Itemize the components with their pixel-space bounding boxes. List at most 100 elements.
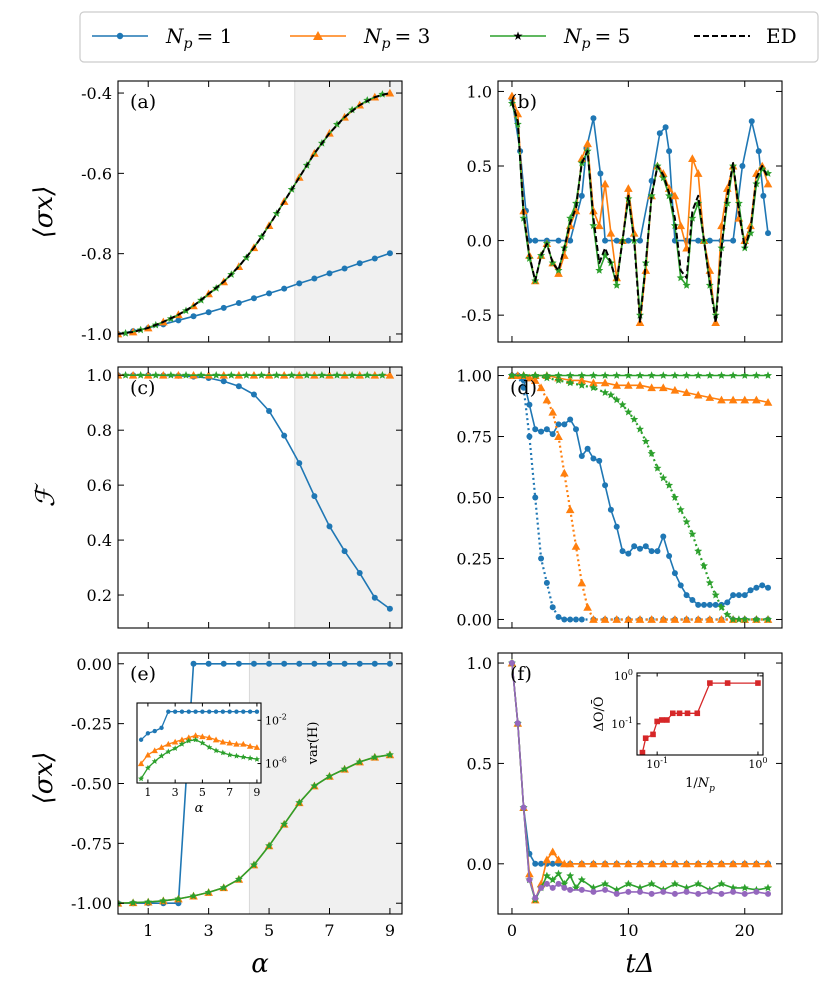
point-d-3-14: [589, 615, 598, 623]
point-e-2-18: [385, 750, 394, 759]
point-e_inset-0-3: [159, 725, 164, 731]
ytick-label-e_inset-0: 10-6: [265, 756, 287, 771]
point-b-0-19: [666, 148, 673, 155]
point-d-0-7: [549, 431, 556, 438]
point-f-3-14: [613, 890, 620, 897]
point-b-0-17: [656, 130, 663, 137]
panel-frame-f_inset: [636, 672, 764, 756]
point-a-0-15: [341, 265, 348, 272]
legend-entry-np3: Np = 3: [290, 24, 430, 52]
point-f-1-10: [565, 859, 575, 868]
ytick-label-b-0: -0.5: [461, 306, 492, 325]
point-d-0-10: [567, 416, 574, 423]
point-f_inset-0-7: [676, 710, 683, 717]
point-d-5-7: [589, 383, 598, 392]
point-d-3-12: [577, 578, 587, 587]
point-b-0-16: [648, 177, 655, 184]
point-b-1-13: [583, 139, 592, 148]
point-e_inset-2-16: [247, 754, 254, 761]
point-d-2-9: [612, 380, 622, 389]
ytick-label-a-2: -0.6: [81, 164, 112, 183]
xlabel-alpha: α: [251, 949, 269, 979]
point-d-0-31: [689, 596, 696, 603]
point-b-1-17: [606, 228, 616, 237]
point-a-0-14: [326, 270, 333, 277]
point-d-0-32: [695, 601, 702, 608]
legend-entry-ed: ED: [694, 24, 797, 48]
point-d-2-20: [740, 395, 750, 404]
point-f_inset-0-2: [650, 731, 656, 738]
point-f-1-7: [548, 847, 558, 856]
point-d-2-17: [705, 393, 715, 401]
point-d-0-18: [613, 523, 620, 530]
point-f-3-27: [765, 890, 772, 897]
point-e_inset-2-8: [192, 736, 199, 743]
point-f-2-18: [647, 879, 656, 888]
point-d-2-16: [693, 390, 703, 399]
point-e-2-17: [370, 753, 379, 761]
xtick-label-f-1: 10: [618, 921, 638, 940]
point-f_inset-0-9: [694, 710, 701, 717]
point-a-2-0: [121, 329, 130, 337]
point-c-0-12: [296, 460, 303, 467]
panel-frame-c: [117, 366, 403, 629]
point-d-0-38: [730, 592, 737, 599]
panel-e: -1.00 -0.75 -0.50 -0.25 0.00 1 3 5 7 9 (e): [71, 652, 403, 940]
xtick-label-e-0: 1: [143, 921, 153, 940]
point-e-2-15: [340, 764, 349, 773]
point-e_inset-1-17: [253, 744, 261, 750]
point-f_inset-0-10: [707, 680, 713, 686]
point-d-5-8: [601, 388, 610, 396]
point-f-2-15: [612, 885, 621, 894]
point-d-5-4: [554, 376, 563, 384]
point-c-2-7: [227, 371, 236, 379]
series-line-b-3: [511, 101, 769, 324]
point-c-2-15: [348, 371, 357, 379]
point-a-2-17: [378, 90, 387, 98]
series-line-f-3: [511, 662, 769, 899]
point-f-1-23: [717, 859, 726, 868]
point-d-4-22: [764, 371, 772, 379]
point-b-1-8: [554, 269, 563, 277]
point-c-0-8: [235, 383, 242, 390]
ytick-label-e-2: -0.50: [71, 775, 112, 794]
series-group-c: [118, 370, 395, 612]
point-c-0-14: [326, 523, 333, 530]
point-d-0-20: [625, 550, 632, 557]
point-f-1-12: [589, 859, 598, 868]
point-d-4-17: [705, 371, 714, 379]
point-f-2-21: [682, 883, 691, 892]
point-c-2-12: [302, 371, 311, 379]
ytick-label-c-2: 0.6: [87, 476, 112, 495]
ytick-label-b-3: 1.0: [467, 82, 492, 101]
point-b-0-13: [613, 237, 620, 244]
point-f-3-10: [567, 886, 574, 893]
point-e_inset-0-4: [166, 709, 171, 714]
point-d-0-22: [637, 545, 643, 552]
point-c-2-0: [121, 371, 130, 379]
panel-c: 0.2 0.4 0.6 0.8 1.0 (c): [87, 366, 403, 629]
point-a-2-16: [363, 96, 372, 104]
xtick-label-f_inset-1: 100: [748, 756, 767, 771]
point-f-3-11: [578, 886, 585, 893]
point-b-0-22: [695, 237, 702, 244]
ytick-label-a-0: -1.0: [81, 325, 112, 344]
point-d-0-24: [648, 548, 655, 555]
point-f-2-12: [577, 875, 586, 884]
point-b-1-32: [693, 169, 703, 177]
point-b-0-18: [662, 124, 669, 131]
point-f-2-13: [589, 883, 598, 892]
point-c-0-16: [356, 570, 363, 577]
series-line-a-3: [118, 92, 391, 335]
ytick-label-d-4: 1.00: [456, 367, 492, 386]
point-f-3-22: [706, 888, 713, 895]
point-e_inset-0-12: [220, 709, 226, 714]
point-e_inset-2-0: [138, 775, 145, 782]
series-group-f: [507, 658, 773, 904]
point-f-3-16: [637, 888, 643, 895]
point-d-4-4: [554, 371, 563, 379]
series-group-e_inset: [137, 709, 261, 782]
point-d-5-24: [694, 547, 703, 555]
point-c-2-11: [287, 371, 296, 379]
